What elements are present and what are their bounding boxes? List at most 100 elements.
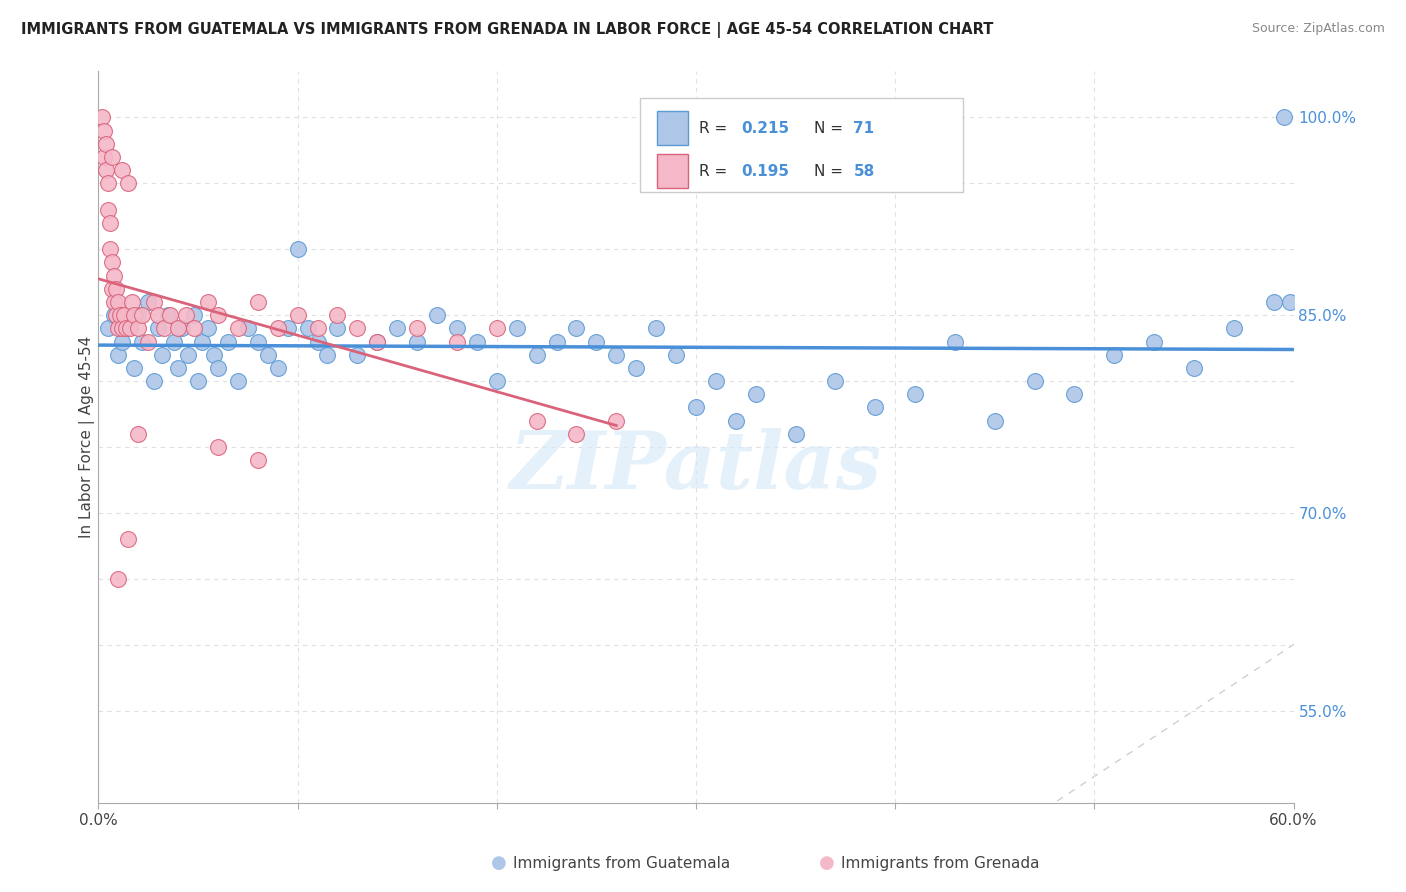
Point <box>202 348 225 362</box>
Point <box>307 321 329 335</box>
Point <box>117 321 139 335</box>
Point <box>605 348 627 362</box>
Point <box>277 321 299 335</box>
Point <box>605 414 627 428</box>
Text: 71: 71 <box>853 120 875 136</box>
Point <box>326 321 349 335</box>
Text: ZIPatlas: ZIPatlas <box>510 427 882 505</box>
Point <box>159 308 181 322</box>
Point <box>307 334 329 349</box>
Point <box>585 334 607 349</box>
Point <box>103 295 125 310</box>
Point <box>565 426 588 441</box>
Point <box>143 295 166 310</box>
Point <box>366 334 388 349</box>
Point <box>446 334 468 349</box>
Point <box>1063 387 1085 401</box>
Point <box>297 321 319 335</box>
Point <box>103 268 125 283</box>
Text: IMMIGRANTS FROM GUATEMALA VS IMMIGRANTS FROM GRENADA IN LABOR FORCE | AGE 45-54 : IMMIGRANTS FROM GUATEMALA VS IMMIGRANTS … <box>21 22 994 38</box>
Y-axis label: In Labor Force | Age 45-54: In Labor Force | Age 45-54 <box>79 336 96 538</box>
Point <box>346 321 368 335</box>
Point <box>91 111 114 125</box>
Point <box>150 348 173 362</box>
Point <box>246 334 269 349</box>
Point <box>226 321 249 335</box>
Point <box>107 572 129 586</box>
Point <box>97 177 120 191</box>
Point <box>101 150 124 164</box>
Point <box>97 202 120 217</box>
Point <box>183 308 205 322</box>
Point <box>366 334 388 349</box>
Point <box>1272 111 1295 125</box>
Point <box>385 321 409 335</box>
Point <box>207 308 229 322</box>
Point <box>745 387 768 401</box>
Point <box>406 321 429 335</box>
Point <box>1024 374 1046 388</box>
Point <box>115 321 138 335</box>
Point <box>665 348 688 362</box>
Point <box>316 348 339 362</box>
Point <box>256 348 278 362</box>
Point <box>183 321 205 335</box>
Point <box>287 242 309 256</box>
Point <box>1143 334 1166 349</box>
Point <box>105 308 128 322</box>
Point <box>136 295 159 310</box>
Point <box>236 321 259 335</box>
Text: ●: ● <box>818 855 835 872</box>
Text: 0.215: 0.215 <box>741 120 789 136</box>
Point <box>626 360 648 375</box>
Point <box>346 348 368 362</box>
Point <box>207 360 229 375</box>
Point <box>191 334 214 349</box>
Text: 58: 58 <box>853 163 875 178</box>
Point <box>1223 321 1246 335</box>
Point <box>565 321 588 335</box>
Point <box>645 321 668 335</box>
Point <box>111 334 134 349</box>
Text: N =: N = <box>814 163 848 178</box>
Point <box>287 308 309 322</box>
Point <box>111 321 134 335</box>
Point <box>157 308 180 322</box>
Point <box>117 533 139 547</box>
Text: Immigrants from Guatemala: Immigrants from Guatemala <box>513 856 731 871</box>
Point <box>96 163 118 178</box>
Point <box>98 216 122 230</box>
Point <box>865 401 887 415</box>
Point <box>267 321 290 335</box>
Point <box>446 321 468 335</box>
Text: Immigrants from Grenada: Immigrants from Grenada <box>841 856 1039 871</box>
Point <box>187 374 209 388</box>
Point <box>111 163 134 178</box>
Point <box>943 334 966 349</box>
Point <box>824 374 846 388</box>
Point <box>101 255 124 269</box>
Point <box>406 334 429 349</box>
Point <box>120 321 142 335</box>
Point <box>98 242 122 256</box>
Point <box>465 334 488 349</box>
Point <box>685 401 707 415</box>
Point <box>143 374 166 388</box>
Point <box>127 321 149 335</box>
Point <box>121 295 143 310</box>
Text: R =: R = <box>699 163 733 178</box>
Point <box>197 321 219 335</box>
Text: R =: R = <box>699 120 733 136</box>
Point <box>785 426 807 441</box>
Point <box>177 348 200 362</box>
Point <box>167 321 190 335</box>
Point <box>96 136 118 151</box>
Point <box>984 414 1007 428</box>
Point <box>127 308 149 322</box>
Point <box>110 308 132 322</box>
Point <box>117 177 139 191</box>
Text: 0.195: 0.195 <box>741 163 789 178</box>
Point <box>163 334 186 349</box>
Point <box>326 308 349 322</box>
Point <box>101 282 124 296</box>
